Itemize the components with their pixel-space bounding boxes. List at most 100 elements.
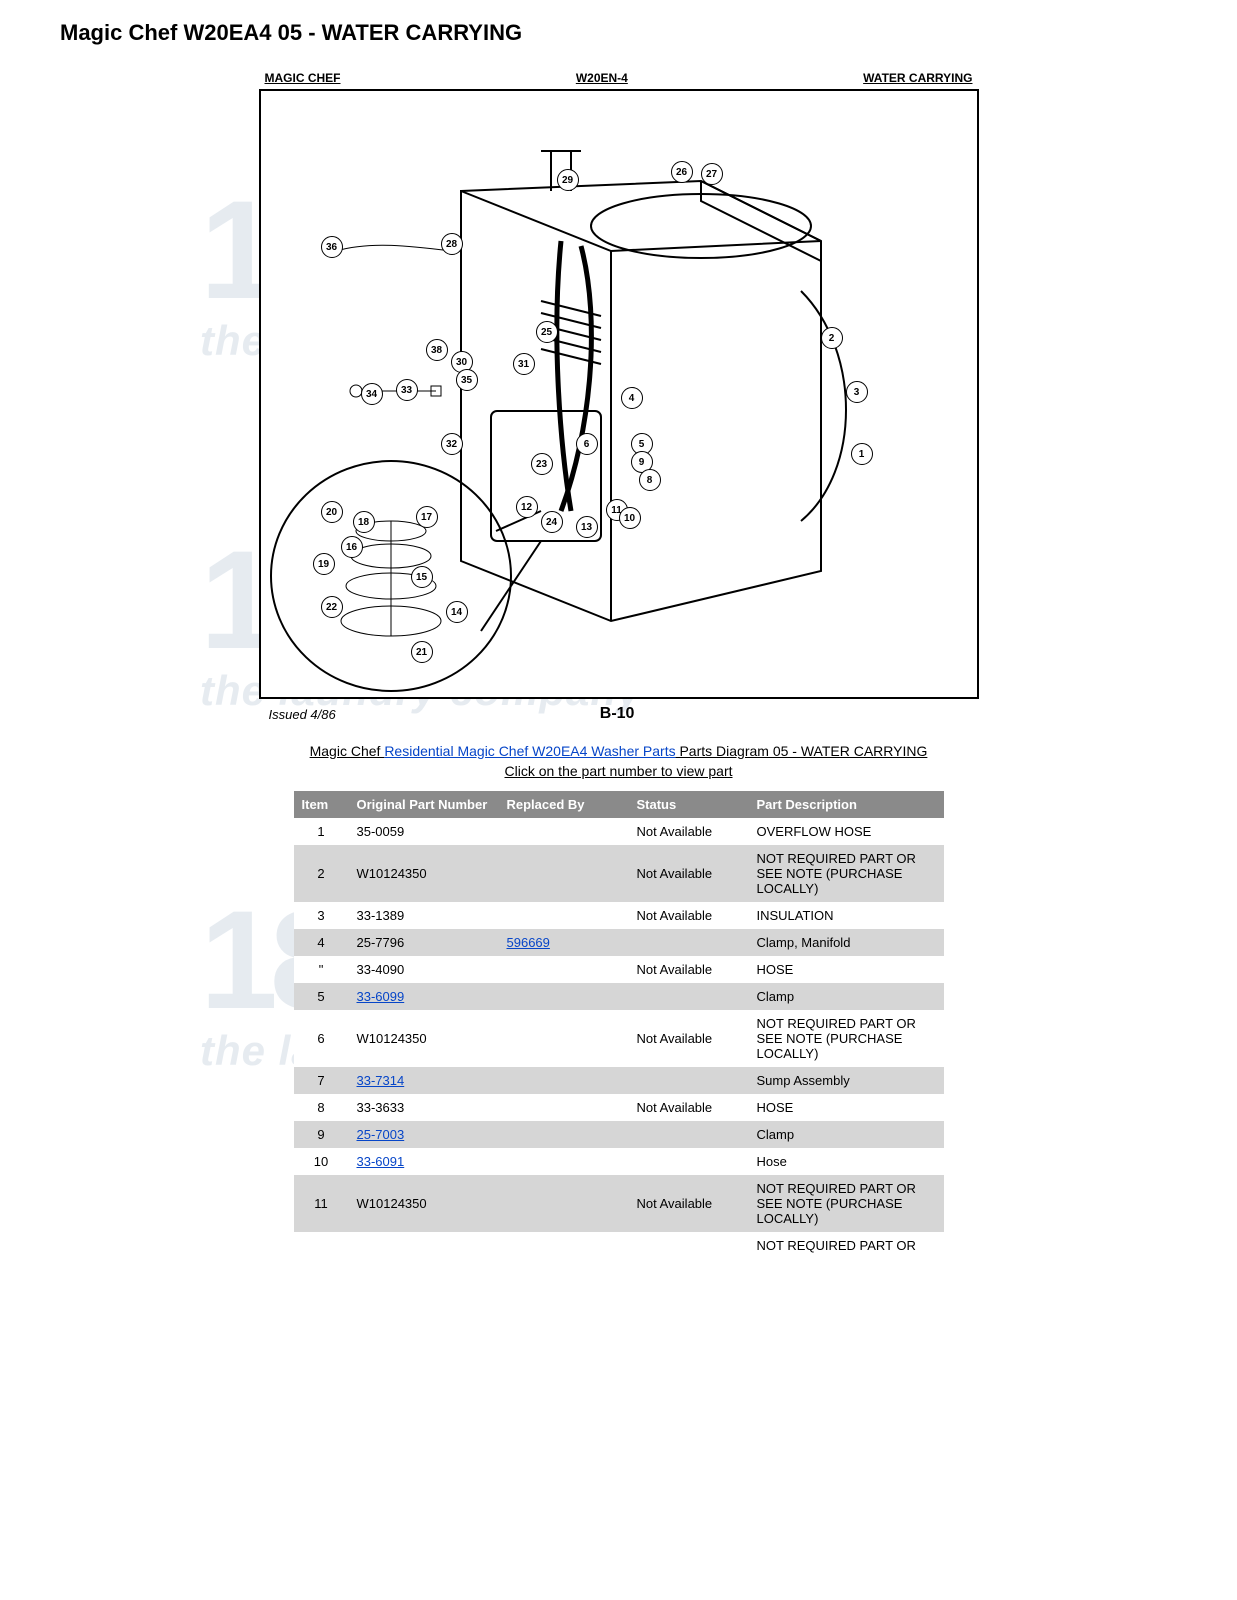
diagram-header-center: W20EN-4	[576, 71, 628, 85]
table-row: 5 33-6099 Clamp	[294, 983, 944, 1010]
callout-10: 10	[619, 507, 641, 529]
cell-opn: 33-7314	[349, 1067, 499, 1094]
callout-29: 29	[557, 169, 579, 191]
cell-status: Not Available	[629, 818, 749, 845]
table-row: 11W10124350Not AvailableNOT REQUIRED PAR…	[294, 1175, 944, 1232]
callout-25: 25	[536, 321, 558, 343]
diagram-footer: Issued 4/86 B-10	[259, 699, 979, 723]
cell-desc: NOT REQUIRED PART OR SEE NOTE (PURCHASE …	[749, 1010, 944, 1067]
cell-desc: HOSE	[749, 956, 944, 983]
cell-item: 7	[294, 1067, 349, 1094]
cell-rep	[499, 1148, 629, 1175]
cell-status: Not Available	[629, 845, 749, 902]
breadcrumb-link[interactable]: Residential Magic Chef W20EA4 Washer Par…	[384, 743, 675, 759]
breadcrumb-suffix: Parts Diagram 05 - WATER CARRYING	[676, 743, 928, 759]
cell-opn: W10124350	[349, 1175, 499, 1232]
table-row: "33-4090Not AvailableHOSE	[294, 956, 944, 983]
callout-34: 34	[361, 383, 383, 405]
cell-item: 3	[294, 902, 349, 929]
parts-table-body: 135-0059Not AvailableOVERFLOW HOSE2W1012…	[294, 818, 944, 1259]
callout-22: 22	[321, 596, 343, 618]
cell-rep	[499, 983, 629, 1010]
cell-status	[629, 1232, 749, 1259]
cell-item: 2	[294, 845, 349, 902]
cell-rep	[499, 902, 629, 929]
cell-rep: 596669	[499, 929, 629, 956]
cell-opn: W10124350	[349, 845, 499, 902]
callout-1: 1	[851, 443, 873, 465]
cell-desc: Sump Assembly	[749, 1067, 944, 1094]
cell-status	[629, 1148, 749, 1175]
callout-28: 28	[441, 233, 463, 255]
page-title: Magic Chef W20EA4 05 - WATER CARRYING	[60, 20, 1177, 46]
diagram-container: MAGIC CHEF W20EN-4 WATER CARRYING	[259, 71, 979, 723]
callout-17: 17	[416, 506, 438, 528]
breadcrumb-prefix: Magic Chef	[310, 743, 385, 759]
cell-opn: 33-4090	[349, 956, 499, 983]
cell-status	[629, 1121, 749, 1148]
cell-item: 4	[294, 929, 349, 956]
cell-rep	[499, 1067, 629, 1094]
callout-33: 33	[396, 379, 418, 401]
callout-26: 26	[671, 161, 693, 183]
cell-rep	[499, 1121, 629, 1148]
cell-rep	[499, 1010, 629, 1067]
cell-item: 1	[294, 818, 349, 845]
table-row: 2W10124350 Not AvailableNOT REQUIRED PART…	[294, 845, 944, 902]
callout-18: 18	[353, 511, 375, 533]
cell-status	[629, 1067, 749, 1094]
cell-desc: Clamp	[749, 1121, 944, 1148]
table-row: 833-3633Not AvailableHOSE	[294, 1094, 944, 1121]
table-row: 1033-6091Hose	[294, 1148, 944, 1175]
callout-12: 12	[516, 496, 538, 518]
instruction-text: Click on the part number to view part	[60, 763, 1177, 779]
th-desc: Part Description	[749, 791, 944, 818]
part-link[interactable]: 25-7003	[357, 1127, 405, 1142]
cell-opn: 33-1389	[349, 902, 499, 929]
part-link[interactable]: 33-6091	[357, 1154, 405, 1169]
diagram-page-code: B-10	[266, 705, 969, 723]
parts-table: Item Original Part Number Replaced By St…	[294, 791, 944, 1259]
table-row: 6W10124350Not AvailableNOT REQUIRED PART…	[294, 1010, 944, 1067]
callout-15: 15	[411, 566, 433, 588]
cell-status	[629, 929, 749, 956]
cell-desc: OVERFLOW HOSE	[749, 818, 944, 845]
part-link[interactable]: 33-7314	[357, 1073, 405, 1088]
cell-item	[294, 1232, 349, 1259]
callout-20: 20	[321, 501, 343, 523]
cell-desc: INSULATION	[749, 902, 944, 929]
callout-27: 27	[701, 163, 723, 185]
cell-opn: 35-0059	[349, 818, 499, 845]
table-row: 333-1389 Not AvailableINSULATION	[294, 902, 944, 929]
cell-rep	[499, 818, 629, 845]
cell-status	[629, 983, 749, 1010]
table-row: 135-0059 Not AvailableOVERFLOW HOSE	[294, 818, 944, 845]
callout-31: 31	[513, 353, 535, 375]
th-status: Status	[629, 791, 749, 818]
th-rep: Replaced By	[499, 791, 629, 818]
cell-status: Not Available	[629, 902, 749, 929]
table-row: 925-7003Clamp	[294, 1121, 944, 1148]
cell-desc: Clamp, Manifold	[749, 929, 944, 956]
cell-desc: NOT REQUIRED PART OR SEE NOTE (PURCHASE …	[749, 845, 944, 902]
callout-13: 13	[576, 516, 598, 538]
cell-opn	[349, 1232, 499, 1259]
cell-rep	[499, 956, 629, 983]
part-link[interactable]: 33-6099	[357, 989, 405, 1004]
callout-38: 38	[426, 339, 448, 361]
diagram-header: MAGIC CHEF W20EN-4 WATER CARRYING	[259, 71, 979, 89]
cell-rep	[499, 1232, 629, 1259]
callout-21: 21	[411, 641, 433, 663]
cell-opn: 33-6099	[349, 983, 499, 1010]
cell-status: Not Available	[629, 1175, 749, 1232]
cell-item: 5	[294, 983, 349, 1010]
table-row: 425-7796596669Clamp, Manifold	[294, 929, 944, 956]
cell-item: "	[294, 956, 349, 983]
part-link[interactable]: 596669	[507, 935, 550, 950]
callout-4: 4	[621, 387, 643, 409]
th-opn: Original Part Number	[349, 791, 499, 818]
callout-6: 6	[576, 433, 598, 455]
cell-opn: 33-3633	[349, 1094, 499, 1121]
cell-desc: Clamp	[749, 983, 944, 1010]
cell-opn: 33-6091	[349, 1148, 499, 1175]
